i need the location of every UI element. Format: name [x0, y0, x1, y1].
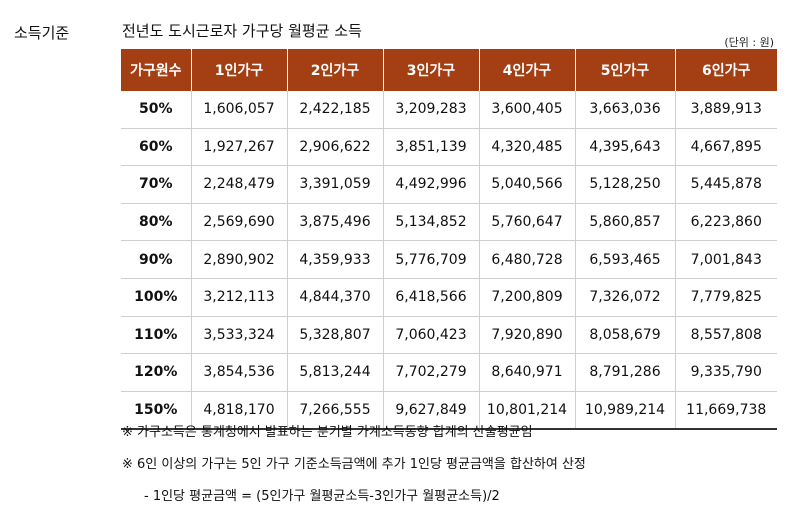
income-cell: 4,395,643 [574, 128, 675, 167]
income-cell: 8,557,808 [674, 316, 777, 355]
income-table: 가구원수 1인가구 2인가구 3인가구 4인가구 5인가구 6인가구 50% 1,… [121, 49, 777, 431]
income-cell: 7,200,809 [478, 278, 575, 317]
income-cell: 4,818,170 [190, 391, 287, 431]
row-percent-cell: 150% [121, 391, 191, 431]
income-cell: 10,989,214 [574, 391, 675, 431]
note-income-source: ※ 가구소득은 통계청에서 발표하는 분기별 가계소득동향 합계의 산술평균임 [122, 425, 533, 440]
table-row: 70% 2,248,479 3,391,059 4,492,996 5,040,566 5… [121, 165, 777, 204]
income-cell: 7,702,279 [382, 353, 479, 392]
table-row: 80% 2,569,690 3,875,496 5,134,852 5,760,647 5… [121, 203, 777, 242]
income-cell: 1,927,267 [190, 128, 287, 167]
income-cell: 3,889,913 [674, 91, 777, 129]
income-cell: 3,854,536 [190, 353, 287, 392]
income-cell: 10,801,214 [478, 391, 575, 431]
income-cell: 3,209,283 [382, 91, 479, 129]
header-2-person: 2인가구 [286, 49, 383, 91]
income-cell: 2,890,902 [190, 240, 287, 279]
income-cell: 2,569,690 [190, 203, 287, 242]
header-3-person: 3인가구 [382, 49, 479, 91]
row-percent-cell: 70% [121, 165, 191, 204]
note-six-plus: ※ 6인 이상의 가구는 5인 가구 기준소득금액에 추가 1인당 평균금액을 … [122, 457, 586, 472]
income-cell: 4,667,895 [674, 128, 777, 167]
income-cell: 5,328,807 [286, 316, 383, 355]
income-cell: 9,627,849 [382, 391, 479, 431]
income-cell: 9,335,790 [674, 353, 777, 392]
row-percent-cell: 110% [121, 316, 191, 355]
income-cell: 4,320,485 [478, 128, 575, 167]
income-cell: 6,480,728 [478, 240, 575, 279]
income-cell: 3,600,405 [478, 91, 575, 129]
unit-label: (단위 : 원) [724, 36, 774, 49]
income-cell: 3,212,113 [190, 278, 287, 317]
income-cell: 7,060,423 [382, 316, 479, 355]
income-cell: 2,906,622 [286, 128, 383, 167]
row-percent-cell: 60% [121, 128, 191, 167]
income-cell: 5,776,709 [382, 240, 479, 279]
income-cell: 6,418,566 [382, 278, 479, 317]
income-cell: 8,058,679 [574, 316, 675, 355]
row-percent-cell: 50% [121, 91, 191, 129]
income-cell: 3,875,496 [286, 203, 383, 242]
header-4-person: 4인가구 [478, 49, 575, 91]
income-cell: 6,223,860 [674, 203, 777, 242]
income-cell: 1,606,057 [190, 91, 287, 129]
row-percent-cell: 120% [121, 353, 191, 392]
income-cell: 8,640,971 [478, 353, 575, 392]
income-cell: 7,001,843 [674, 240, 777, 279]
income-cell: 7,779,825 [674, 278, 777, 317]
row-percent-cell: 100% [121, 278, 191, 317]
income-cell: 5,040,566 [478, 165, 575, 204]
table-row: 120% 3,854,536 5,813,244 7,702,279 8,640,971… [121, 353, 777, 392]
income-cell: 6,593,465 [574, 240, 675, 279]
income-cell: 4,359,933 [286, 240, 383, 279]
income-cell: 3,533,324 [190, 316, 287, 355]
table-row: 100% 3,212,113 4,844,370 6,418,566 7,200,809… [121, 278, 777, 317]
income-cell: 4,844,370 [286, 278, 383, 317]
table-row: 60% 1,927,267 2,906,622 3,851,139 4,320,485 4… [121, 128, 777, 167]
income-cell: 2,248,479 [190, 165, 287, 204]
table-row: 110% 3,533,324 5,328,807 7,060,423 7,920,890… [121, 316, 777, 355]
notes: ※ 가구소득은 통계청에서 발표하는 분기별 가계소득동향 합계의 산술평균임 … [122, 417, 586, 513]
income-cell: 7,326,072 [574, 278, 675, 317]
income-cell: 5,134,852 [382, 203, 479, 242]
table-title: 전년도 도시근로자 가구당 월평균 소득 [122, 22, 362, 40]
income-cell: 3,391,059 [286, 165, 383, 204]
header-1-person: 1인가구 [190, 49, 287, 91]
income-cell: 5,860,857 [574, 203, 675, 242]
income-cell: 2,422,185 [286, 91, 383, 129]
header-6-person: 6인가구 [674, 49, 777, 91]
income-cell: 3,851,139 [382, 128, 479, 167]
row-percent-cell: 80% [121, 203, 191, 242]
income-cell: 7,266,555 [286, 391, 383, 431]
header-household-size: 가구원수 [121, 49, 191, 91]
header-5-person: 5인가구 [574, 49, 675, 91]
income-cell: 5,445,878 [674, 165, 777, 204]
income-cell: 7,920,890 [478, 316, 575, 355]
section-label: 소득기준 [14, 24, 70, 42]
income-cell: 5,813,244 [286, 353, 383, 392]
table-row: 50% 1,606,057 2,422,185 3,209,283 3,600,405 3… [121, 91, 777, 129]
income-cell: 8,791,286 [574, 353, 675, 392]
row-percent-cell: 90% [121, 240, 191, 279]
income-cell: 11,669,738 [674, 391, 777, 431]
income-cell: 4,492,996 [382, 165, 479, 204]
note-formula: - 1인당 평균금액 = (5인가구 월평균소득-3인가구 월평균소득)/2 [144, 489, 500, 504]
income-cell: 3,663,036 [574, 91, 675, 129]
income-cell: 5,128,250 [574, 165, 675, 204]
table-row: 90% 2,890,902 4,359,933 5,776,709 6,480,728 6… [121, 240, 777, 279]
table-row: 150% 4,818,170 7,266,555 9,627,849 10,801,21… [121, 391, 777, 431]
income-cell: 5,760,647 [478, 203, 575, 242]
table-header-row: 가구원수 1인가구 2인가구 3인가구 4인가구 5인가구 6인가구 [121, 49, 777, 91]
